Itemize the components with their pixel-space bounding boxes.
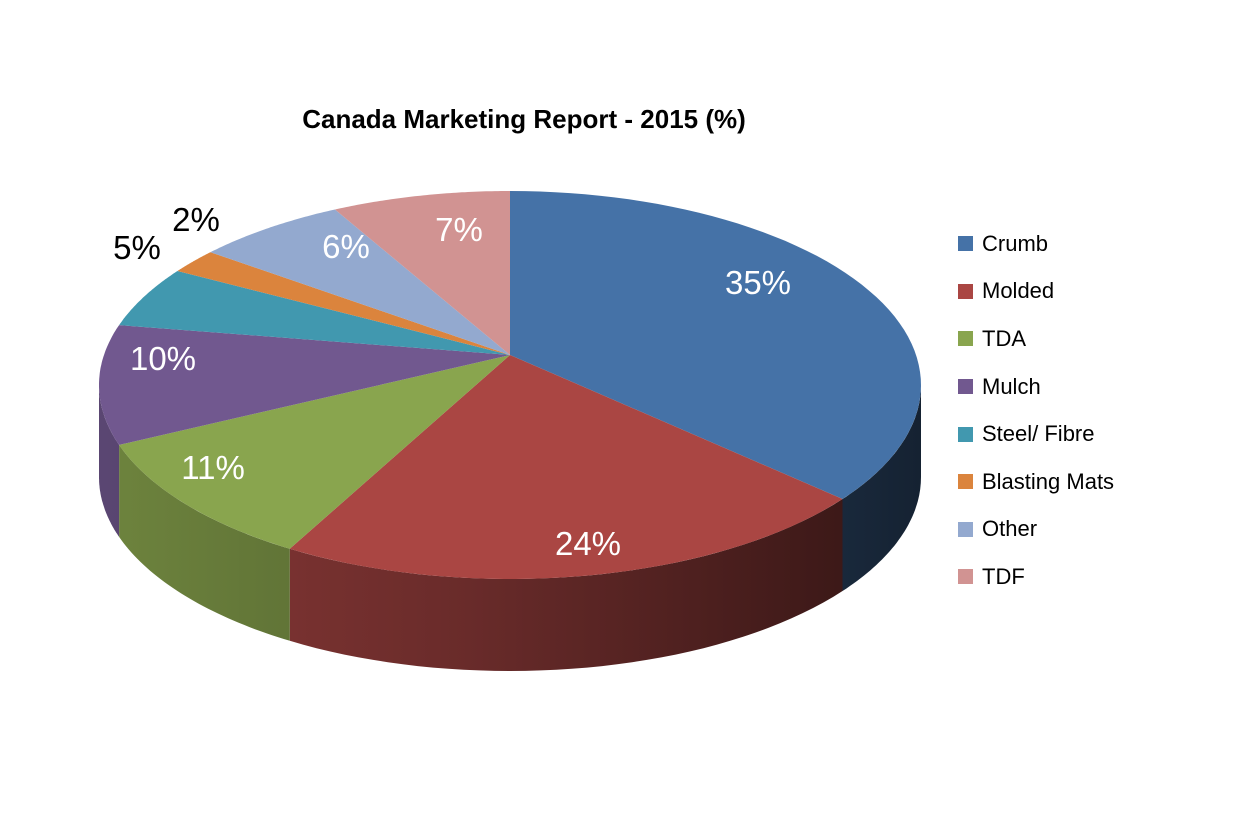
legend-item: Blasting Mats: [958, 458, 1114, 506]
legend-item: TDA: [958, 315, 1114, 363]
legend-swatch: [958, 379, 973, 395]
legend-label: Crumb: [982, 230, 1049, 256]
legend-swatch: [958, 331, 973, 347]
data-label: 35%: [725, 264, 791, 301]
legend-swatch: [958, 236, 973, 252]
data-label: 24%: [555, 525, 621, 562]
chart-title: Canada Marketing Report - 2015 (%): [302, 104, 746, 134]
legend-swatch: [958, 283, 973, 299]
slice-side-2: [119, 444, 290, 641]
slice-side-1: [289, 499, 843, 671]
legend-item: Crumb: [958, 220, 1114, 268]
pie-sides: [99, 385, 921, 671]
slice-side-3: [99, 385, 120, 537]
pie-slices: [99, 191, 921, 579]
data-label: 2%: [172, 201, 220, 238]
pie-slice-steel-fibre: [119, 271, 510, 355]
pie-slice-crumb: [510, 191, 921, 499]
legend-item: Steel/ Fibre: [958, 410, 1114, 458]
legend-item: TDF: [958, 553, 1114, 601]
legend-label: Mulch: [982, 373, 1041, 399]
pie-slice-blasting-mats: [177, 252, 510, 355]
legend-label: Blasting Mats: [982, 468, 1115, 494]
legend-swatch: [958, 474, 973, 490]
legend-swatch: [958, 521, 973, 537]
data-label: 11%: [181, 449, 245, 486]
pie-slice-tda: [119, 355, 510, 549]
data-label: 10%: [130, 340, 196, 377]
pie-slice-mulch: [99, 325, 510, 445]
legend-swatch: [958, 569, 973, 585]
pie-slice-tdf: [335, 191, 510, 355]
legend-swatch: [958, 426, 973, 442]
data-label: 6%: [322, 228, 370, 265]
pie-slice-molded: [289, 355, 843, 579]
legend: Crumb Molded TDA Mulch Steel/ Fibre Blasting …: [958, 220, 1114, 601]
data-labels: 35% 24% 11% 10% 5% 2% 6% 7%: [113, 201, 791, 562]
legend-label: Molded: [982, 278, 1055, 304]
legend-item: Mulch: [958, 363, 1114, 411]
data-label: 7%: [435, 211, 483, 248]
legend-label: Steel/ Fibre: [982, 421, 1095, 447]
pie-slice-other: [210, 209, 510, 355]
legend-label: TDA: [982, 325, 1026, 351]
legend-item: Other: [958, 506, 1114, 554]
slice-side-0: [842, 385, 921, 591]
data-label: 5%: [113, 229, 161, 266]
legend-label: TDF: [982, 563, 1025, 589]
legend-item: Molded: [958, 268, 1114, 316]
legend-label: Other: [982, 516, 1038, 542]
